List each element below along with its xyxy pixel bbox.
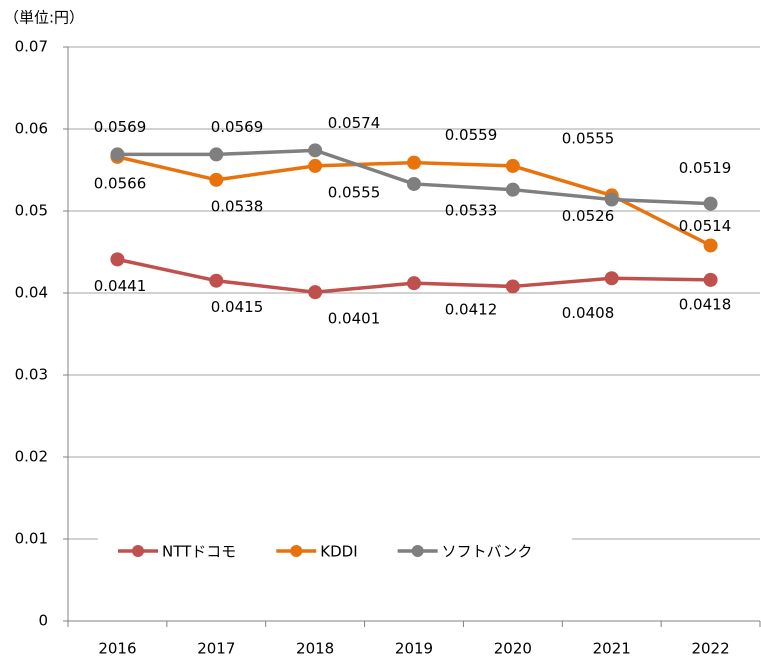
legend-label: NTTドコモ	[162, 543, 236, 561]
unit-label: （単位:円）	[4, 9, 84, 27]
data-point	[505, 279, 520, 294]
y-tick-label: 0	[38, 612, 48, 630]
data-point	[209, 273, 224, 288]
data-label: 0.0526	[562, 207, 615, 225]
x-tick-label: 2018	[296, 640, 334, 658]
data-label: 0.0533	[445, 201, 498, 219]
legend-label: ソフトバンク	[442, 543, 533, 561]
data-label: 0.0412	[445, 301, 498, 319]
y-tick-label: 0.05	[15, 202, 48, 220]
data-point	[604, 271, 619, 286]
x-tick-label: 2017	[197, 640, 235, 658]
data-label: 0.0555	[328, 183, 381, 201]
data-point	[110, 252, 125, 267]
data-point	[209, 172, 224, 187]
data-point	[407, 176, 421, 191]
x-tick-label: 2021	[593, 640, 631, 658]
data-label: 0.0569	[211, 118, 264, 136]
data-label: 0.0559	[445, 126, 498, 144]
data-label: 0.0555	[562, 129, 615, 147]
y-tick-label: 0.04	[15, 284, 48, 302]
data-label: 0.0441	[94, 277, 147, 295]
data-point	[110, 147, 125, 162]
data-point	[703, 238, 718, 253]
data-label: 0.0415	[211, 298, 264, 316]
data-point	[505, 158, 520, 173]
data-point	[407, 276, 421, 291]
data-label: 0.0519	[679, 159, 732, 177]
x-tick-label: 2022	[691, 640, 729, 658]
legend-marker	[290, 545, 303, 557]
data-point	[407, 155, 421, 170]
data-point	[703, 196, 718, 211]
data-label: 0.0401	[328, 310, 381, 328]
data-point	[209, 147, 224, 162]
y-tick-label: 0.03	[15, 366, 48, 384]
data-label: 0.0569	[94, 118, 147, 136]
y-tick-label: 0.02	[15, 448, 48, 466]
x-tick-label: 2016	[98, 640, 136, 658]
x-tick-label: 2020	[494, 640, 532, 658]
data-point	[505, 182, 520, 197]
data-label: 0.0538	[211, 197, 264, 215]
data-label: 0.0566	[94, 174, 147, 192]
data-label: 0.0418	[679, 296, 732, 314]
data-label: 0.0574	[328, 114, 381, 132]
x-tick-label: 2019	[395, 640, 433, 658]
y-tick-label: 0.01	[15, 530, 48, 548]
y-tick-label: 0.06	[15, 120, 48, 138]
data-point	[703, 272, 718, 287]
y-tick-label: 0.07	[15, 38, 48, 56]
data-label: 0.0514	[679, 217, 732, 235]
data-point	[308, 285, 323, 300]
data-label: 0.0408	[562, 304, 615, 322]
legend-label: KDDI	[320, 543, 357, 561]
legend-box	[98, 532, 572, 572]
legend-marker	[132, 545, 144, 557]
data-point	[308, 143, 323, 158]
legend-marker	[411, 545, 424, 557]
legend: NTTドコモ KDDI ソフトバンク	[98, 532, 572, 572]
data-point	[308, 158, 323, 173]
data-point	[604, 192, 619, 207]
